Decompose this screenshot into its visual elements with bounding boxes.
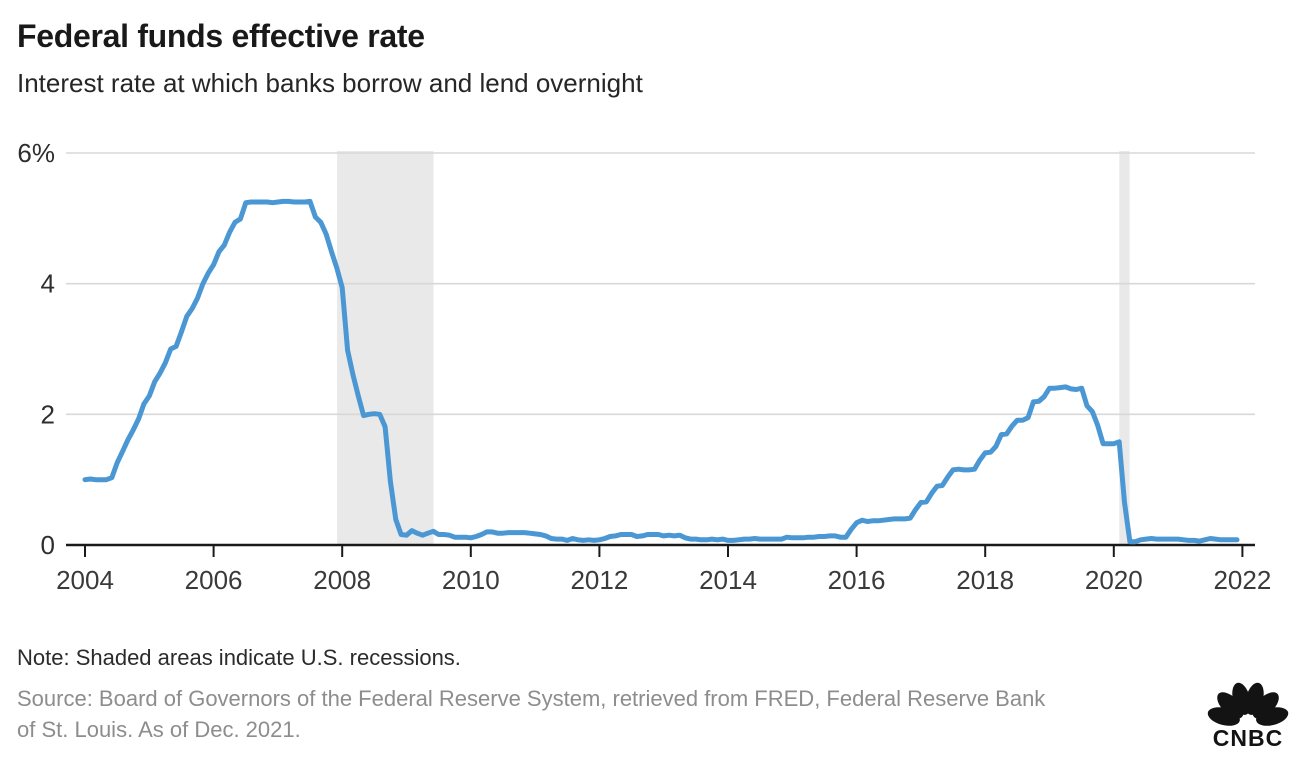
fed-funds-rate-line: [82, 198, 1240, 545]
recession-band: [1119, 151, 1130, 545]
x-axis-tick-label: 2020: [1085, 565, 1143, 595]
x-axis-tick-label: 2012: [570, 565, 628, 595]
peacock-feather: [1256, 707, 1289, 726]
chart-source-line1: Source: Board of Governors of the Federa…: [17, 686, 1046, 711]
x-axis-tick-label: 2022: [1213, 565, 1271, 595]
chart-note: Note: Shaded areas indicate U.S. recessi…: [17, 645, 461, 670]
x-axis-tick-label: 2008: [313, 565, 371, 595]
x-axis-tick-label: 2014: [699, 565, 757, 595]
x-axis-tick-label: 2018: [956, 565, 1014, 595]
chart-title: Federal funds effective rate: [17, 18, 425, 54]
y-axis-tick-label: 0: [41, 530, 55, 560]
cnbc-wordmark: CNBC: [1213, 725, 1283, 751]
y-axis-tick-label: 2: [41, 399, 55, 429]
peacock-icon: [1207, 682, 1289, 726]
chart-source: Source: Board of Governors of the Federa…: [17, 683, 1197, 745]
peacock-feather: [1217, 692, 1244, 719]
chart-source-line2: of St. Louis. As of Dec. 2021.: [17, 717, 301, 742]
y-axis-tick-label: 6%: [17, 138, 55, 168]
x-axis-tick-label: 2006: [185, 565, 243, 595]
peacock-feather: [1252, 692, 1279, 719]
x-axis-tick-label: 2004: [56, 565, 114, 595]
x-axis-tick-label: 2016: [828, 565, 886, 595]
cnbc-logo: CNBC: [1207, 682, 1289, 751]
recession-band: [337, 151, 434, 545]
y-axis-tick-label: 4: [41, 269, 55, 299]
chart-subtitle: Interest rate at which banks borrow and …: [17, 68, 643, 98]
x-axis-tick-label: 2010: [442, 565, 500, 595]
